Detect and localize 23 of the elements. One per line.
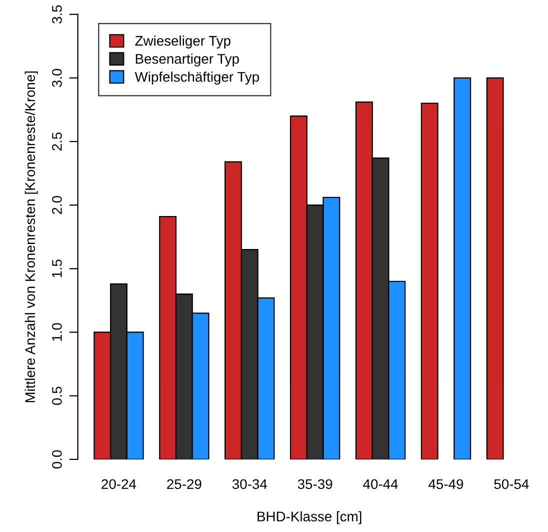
y-tick-label: 3.5: [52, 5, 62, 24]
bar: [420, 102, 438, 460]
y-tick-label: 0.0: [52, 450, 62, 468]
x-tick-label: 20-24: [102, 479, 136, 490]
legend-label: Zwieseliger Typ: [135, 36, 230, 48]
x-tick-label: 30-34: [232, 479, 267, 490]
y-tick-label: 2.0: [52, 196, 62, 214]
x-tick-label: 40-44: [363, 479, 398, 490]
x-axis-title: BHD-Klasse [cm]: [258, 511, 362, 524]
x-tick-label: 45-49: [428, 479, 464, 490]
legend-label: Besenartiger Typ: [136, 54, 239, 67]
bar: [486, 77, 504, 460]
x-tick-label: 35-39: [298, 479, 332, 490]
y-tick-label: 1.5: [52, 260, 62, 278]
legend-label: Wipfelschäftiger Typ: [134, 72, 259, 85]
y-tick-label: 3.0: [52, 68, 62, 88]
y-tick-label: 1.0: [52, 323, 62, 341]
x-tick-label: 50-54: [494, 479, 529, 490]
y-tick-label: 2.5: [52, 132, 62, 150]
x-tick-label: 25-29: [167, 479, 202, 490]
y-tick-label: 0.5: [52, 386, 62, 405]
bar: [454, 77, 472, 460]
y-axis-title: Mittlere Anzahl von Kronenresten [Kronenreste/Krone]: [24, 71, 38, 402]
